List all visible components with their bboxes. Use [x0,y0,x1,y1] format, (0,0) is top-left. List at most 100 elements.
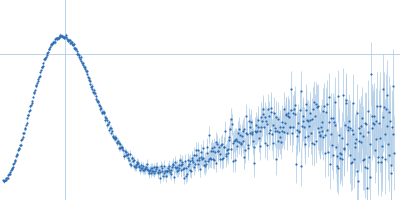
Point [92,95,99,98]
Point [182,167,189,170]
Point [64,37,70,40]
Point [244,132,250,135]
Point [117,146,124,150]
Point [129,157,136,160]
Point [197,167,203,170]
Point [318,129,325,132]
Point [338,137,345,140]
Point [315,104,322,108]
Point [376,122,382,125]
Point [344,126,351,129]
Point [234,139,240,143]
Point [274,130,280,133]
Point [42,57,49,60]
Point [89,88,96,91]
Point [90,90,96,94]
Point [190,161,196,164]
Point [30,95,36,98]
Point [160,164,167,167]
Point [86,78,92,82]
Point [294,129,300,132]
Point [124,153,130,156]
Point [266,132,272,135]
Point [164,170,170,173]
Point [384,93,390,97]
Point [15,148,21,152]
Point [299,125,305,128]
Point [51,41,58,44]
Point [245,146,252,149]
Point [252,130,259,133]
Point [361,157,367,161]
Point [233,137,239,140]
Point [335,94,342,98]
Point [2,178,8,181]
Point [143,165,149,169]
Point [364,166,370,169]
Point [389,125,395,129]
Point [350,101,356,104]
Point [241,128,248,131]
Point [53,37,59,40]
Point [287,126,293,129]
Point [155,171,162,175]
Point [269,141,276,145]
Point [264,143,270,146]
Point [121,154,128,157]
Point [55,36,62,40]
Point [132,165,138,168]
Point [293,162,299,165]
Point [194,159,200,162]
Point [370,121,376,124]
Point [85,75,91,78]
Point [242,131,249,135]
Point [231,140,237,143]
Point [48,43,54,47]
Point [60,35,67,38]
Point [23,121,30,124]
Point [278,140,284,144]
Point [377,136,384,140]
Point [346,126,353,129]
Point [178,169,184,172]
Point [311,142,318,146]
Point [6,172,12,176]
Point [361,165,368,168]
Point [318,126,324,129]
Point [329,143,335,147]
Point [57,34,63,37]
Point [292,113,298,116]
Point [14,152,20,155]
Point [333,165,340,168]
Point [352,146,359,149]
Point [214,143,220,146]
Point [237,134,243,137]
Point [333,146,339,149]
Point [354,112,360,115]
Point [196,156,202,159]
Point [119,147,125,150]
Point [336,151,343,154]
Point [76,56,82,59]
Point [91,92,98,95]
Point [112,137,118,140]
Point [325,150,331,153]
Point [110,134,116,137]
Point [324,103,330,106]
Point [208,150,214,153]
Point [275,117,282,120]
Point [158,164,164,168]
Point [184,164,191,167]
Point [219,142,226,146]
Point [132,166,139,169]
Point [345,128,352,131]
Point [202,165,208,168]
Point [301,126,307,129]
Point [260,107,266,111]
Point [314,126,321,130]
Point [328,132,334,135]
Point [213,140,220,143]
Point [57,34,64,37]
Point [150,170,156,173]
Point [78,60,84,63]
